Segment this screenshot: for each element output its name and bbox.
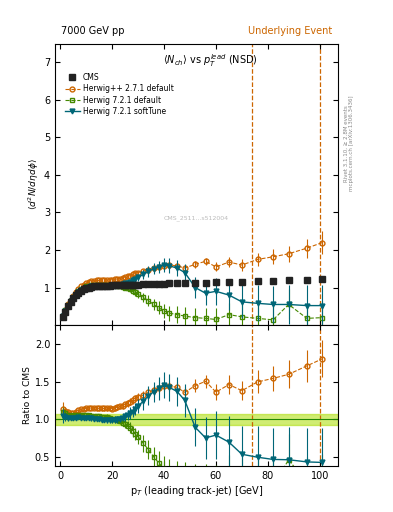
Y-axis label: $\langle d^2 N/d\eta d\phi \rangle$: $\langle d^2 N/d\eta d\phi \rangle$ [27,159,41,210]
Y-axis label: Ratio to CMS: Ratio to CMS [23,367,32,424]
Text: Underlying Event: Underlying Event [248,27,332,36]
Bar [55,414,338,424]
Legend: CMS, Herwig++ 2.7.1 default, Herwig 7.2.1 default, Herwig 7.2.1 softTune: CMS, Herwig++ 2.7.1 default, Herwig 7.2.… [62,70,177,119]
X-axis label: p$_{T}$ (leading track-jet) [GeV]: p$_{T}$ (leading track-jet) [GeV] [130,483,263,498]
Text: $\langle N_{ch}\rangle$ vs $p_T^{lead}$ (NSD): $\langle N_{ch}\rangle$ vs $p_T^{lead}$ … [163,52,258,69]
Text: 7000 GeV pp: 7000 GeV pp [61,27,124,36]
Text: Rivet 3.1.10, ≥ 2.8M events: Rivet 3.1.10, ≥ 2.8M events [344,105,349,182]
Text: mcplots.cern.ch [arXiv:1306.3436]: mcplots.cern.ch [arXiv:1306.3436] [349,96,354,191]
Text: CMS_2511...s512004: CMS_2511...s512004 [164,215,229,221]
